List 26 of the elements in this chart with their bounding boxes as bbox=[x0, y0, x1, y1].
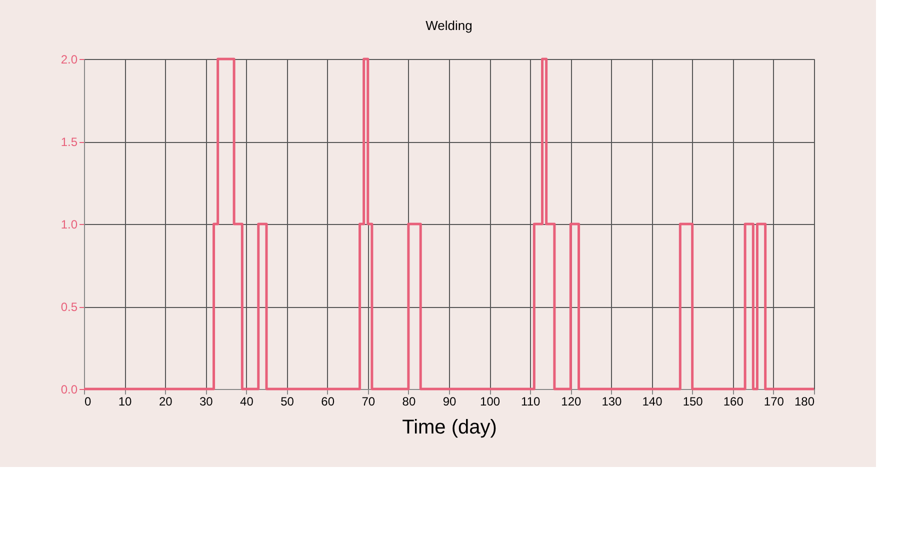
x-tick-label: 30 bbox=[199, 394, 214, 408]
x-tick-label: 170 bbox=[764, 394, 784, 408]
x-tick-label: 10 bbox=[118, 394, 132, 408]
x-tick-label: 40 bbox=[240, 394, 254, 408]
y-tick-label: 1.5 bbox=[60, 135, 78, 149]
x-tick-label: 120 bbox=[561, 394, 582, 408]
x-tick-label: 110 bbox=[521, 394, 540, 408]
x-tick-label: 100 bbox=[480, 394, 500, 408]
x-tick-label: 150 bbox=[682, 394, 704, 408]
x-tick-label: 20 bbox=[158, 394, 173, 408]
x-tick-label: 140 bbox=[642, 394, 663, 408]
x-tick-label: 50 bbox=[280, 394, 294, 408]
y-tick-label: 2.0 bbox=[60, 52, 78, 66]
x-tick-label: 160 bbox=[723, 394, 744, 408]
chart-title: Welding bbox=[426, 18, 472, 33]
x-tick-label: 90 bbox=[442, 394, 456, 408]
x-tick-label: 130 bbox=[602, 394, 622, 408]
y-tick-label: 0.5 bbox=[60, 300, 78, 314]
x-tick-label: 0 bbox=[84, 394, 92, 408]
y-tick-label: 0.0 bbox=[60, 382, 78, 396]
x-tick-label: 180 bbox=[794, 394, 815, 408]
y-tick-label: 1.0 bbox=[60, 218, 78, 232]
x-tick-label: 70 bbox=[362, 394, 376, 408]
x-tick-label: 80 bbox=[402, 394, 416, 408]
x-axis-title: Time (day) bbox=[402, 416, 497, 438]
x-tick-label: 60 bbox=[321, 394, 335, 408]
